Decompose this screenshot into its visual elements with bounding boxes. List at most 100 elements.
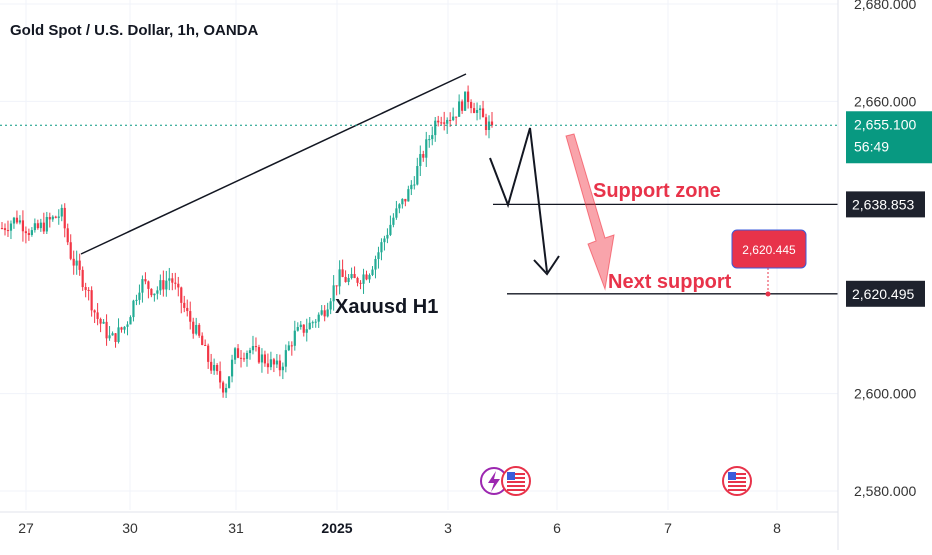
candle-body	[87, 289, 90, 291]
candle-body	[165, 280, 168, 290]
candle-body	[287, 345, 290, 351]
y-tick-label: 2,580.000	[854, 483, 916, 499]
candle-body	[377, 252, 380, 260]
candle-body	[189, 311, 192, 322]
candle-body	[236, 348, 240, 358]
candle-body	[368, 274, 371, 280]
candle-body	[9, 223, 13, 231]
price-tag	[846, 280, 925, 307]
candle-body	[230, 359, 234, 377]
candle-body	[171, 278, 174, 283]
candles	[0, 85, 494, 398]
candle-body	[374, 259, 377, 270]
candle-body	[174, 282, 177, 284]
candle-body	[392, 217, 395, 225]
flag-icon-stripe	[728, 481, 746, 483]
candle-body	[383, 238, 386, 243]
candle-body	[428, 139, 431, 141]
candle-body	[308, 322, 311, 330]
candle-body	[108, 335, 111, 339]
x-tick-label: 31	[228, 520, 244, 536]
flag-icon-canton	[507, 472, 515, 480]
projection-path	[489, 127, 548, 273]
candle-body	[478, 108, 482, 111]
next-support-label: Next support	[608, 271, 732, 293]
candle-body	[84, 287, 87, 290]
candle-body	[353, 273, 356, 279]
candle-body	[464, 91, 467, 111]
candle-body	[386, 234, 389, 239]
candle-body	[410, 184, 413, 190]
support-zone-label: Support zone	[593, 180, 721, 202]
candle-body	[326, 309, 329, 317]
candle-body	[147, 281, 150, 289]
candle-body	[239, 357, 243, 359]
candle-body	[425, 139, 428, 158]
candle-body	[466, 91, 470, 103]
candle-body	[344, 276, 347, 282]
candle-body	[365, 274, 368, 280]
candle-body	[440, 122, 443, 124]
grid	[0, 0, 838, 510]
candle-body	[269, 359, 273, 368]
candle-body	[475, 110, 479, 113]
candle-body	[213, 365, 216, 371]
symbol-note: Xauusd H1	[335, 296, 438, 318]
candle-body	[362, 274, 365, 284]
candle-body	[168, 278, 171, 281]
candle-body	[389, 224, 392, 235]
current-price-tag	[846, 111, 932, 164]
candle-body	[320, 310, 323, 315]
candle-body	[284, 350, 287, 367]
candle-body	[42, 222, 45, 232]
flag-icon-stripe	[728, 485, 746, 487]
candle-body	[126, 324, 129, 327]
candle-body	[356, 278, 359, 283]
candle-body	[437, 120, 440, 123]
flag-icon-stripe	[507, 477, 525, 479]
candle-body	[275, 360, 278, 365]
candle-body	[296, 327, 299, 331]
lightning-icon-bolt	[488, 471, 500, 492]
candle-body	[251, 346, 255, 351]
candle-body	[210, 361, 213, 371]
x-tick-label: 3	[444, 520, 452, 536]
candle-body	[242, 358, 246, 360]
price-tag	[846, 191, 925, 218]
price-tag-label: 2,638.853	[852, 196, 914, 212]
candle-body	[102, 321, 105, 324]
candle-body	[192, 321, 195, 334]
chart-title: Gold Spot / U.S. Dollar, 1h, OANDA	[10, 22, 259, 39]
x-tick-label: 2025	[321, 520, 352, 536]
candle-body	[132, 300, 135, 318]
x-tick-label: 7	[664, 520, 672, 536]
candle-body	[290, 345, 293, 347]
candle-body	[469, 102, 473, 109]
candle-body	[257, 347, 261, 363]
candle-body	[153, 293, 156, 296]
candle-body	[472, 108, 476, 113]
x-tick-label: 6	[553, 520, 561, 536]
candle-body	[60, 207, 63, 217]
flag-icon-stripe	[728, 477, 746, 479]
y-tick-label: 2,680.000	[854, 0, 916, 12]
candle-body	[219, 371, 222, 383]
candle-body	[123, 326, 126, 330]
candle-body	[141, 279, 144, 293]
candle-body	[401, 198, 404, 205]
candle-body	[6, 230, 10, 232]
candle-body	[317, 314, 320, 322]
trend-line	[80, 73, 467, 255]
projection-arrowhead	[533, 255, 560, 276]
flag-icon-stripe	[507, 481, 525, 483]
drawings: Support zone Next support Xauusd H1 2,620.4…	[0, 73, 838, 496]
candle-body	[431, 135, 434, 140]
x-tick-label: 30	[122, 520, 138, 536]
candle-body	[332, 285, 335, 302]
target-marker-dot	[765, 291, 771, 297]
red-arrow	[565, 133, 615, 291]
candle-body	[51, 216, 54, 220]
candle-body	[434, 120, 437, 136]
candle-body	[0, 228, 4, 230]
